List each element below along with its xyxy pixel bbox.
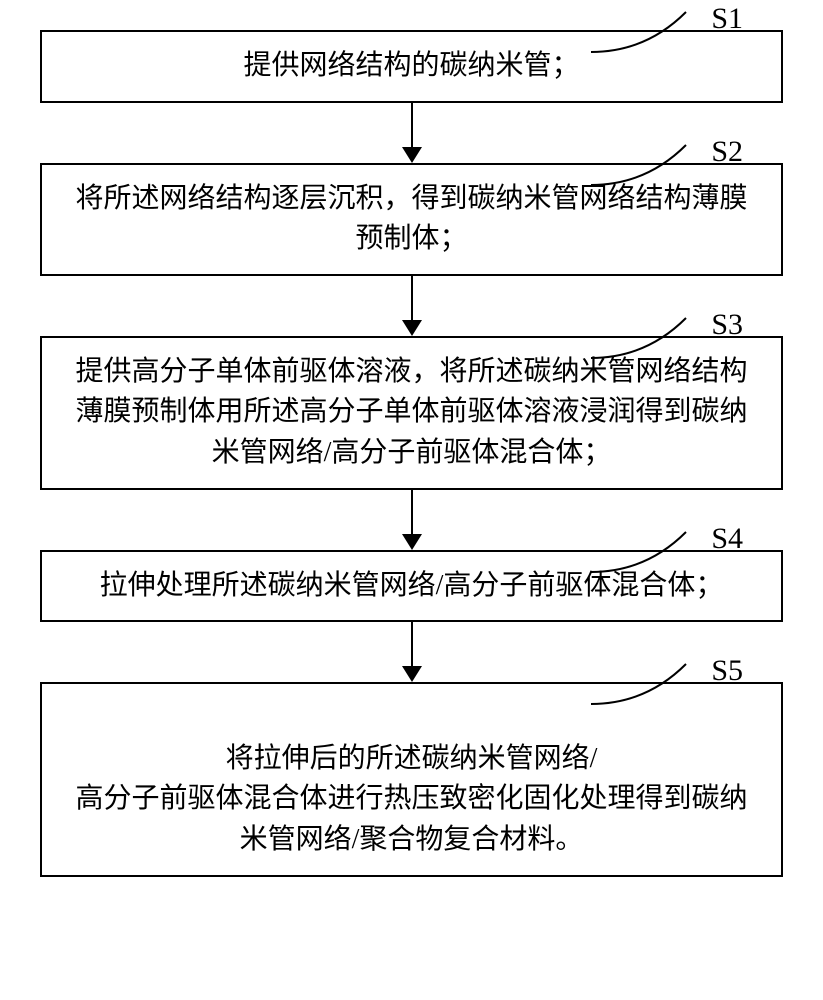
label-connector-s3: [591, 314, 711, 364]
label-connector-s4: [591, 528, 711, 578]
step-label-text: S5: [711, 654, 743, 687]
arrow-head: [402, 666, 422, 682]
arrow-2-3: [402, 276, 422, 336]
step-text: 将所述网络结构逐层沉积，得到碳纳米管网络结构薄膜预制体；: [75, 183, 747, 255]
step-label-s1: S1: [711, 2, 743, 36]
step-s3: S3 提供高分子单体前驱体溶液，将所述碳纳米管网络结构薄膜预制体用所述高分子单体…: [40, 336, 783, 490]
flowchart-container: S1 提供网络结构的碳纳米管； S2 将所述网络结构逐层沉积，得到碳纳米管网络结…: [40, 30, 783, 877]
step-label-s2: S2: [711, 135, 743, 169]
step-text: 提供网络结构的碳纳米管；: [243, 50, 579, 81]
arrow-line: [411, 622, 413, 666]
step-s4: S4 拉伸处理所述碳纳米管网络/高分子前驱体混合体；: [40, 550, 783, 623]
arrow-4-5: [402, 622, 422, 682]
arrow-line: [411, 276, 413, 320]
step-label-text: S3: [711, 308, 743, 341]
step-label-s4: S4: [711, 522, 743, 556]
step-text: 将拉伸后的所述碳纳米管网络/ 高分子前驱体混合体进行热压致密化固化处理得到碳纳米…: [75, 743, 747, 855]
step-label-text: S1: [711, 2, 743, 35]
label-connector-s2: [591, 141, 711, 191]
step-label-s3: S3: [711, 308, 743, 342]
arrow-line: [411, 103, 413, 147]
step-text: 提供高分子单体前驱体溶液，将所述碳纳米管网络结构薄膜预制体用所述高分子单体前驱体…: [75, 356, 747, 468]
arrow-head: [402, 534, 422, 550]
step-label-text: S2: [711, 135, 743, 168]
step-label-text: S4: [711, 522, 743, 555]
arrow-head: [402, 147, 422, 163]
step-box: 将拉伸后的所述碳纳米管网络/ 高分子前驱体混合体进行热压致密化固化处理得到碳纳米…: [40, 682, 783, 876]
arrow-3-4: [402, 490, 422, 550]
step-s2: S2 将所述网络结构逐层沉积，得到碳纳米管网络结构薄膜预制体；: [40, 163, 783, 276]
arrow-line: [411, 490, 413, 534]
step-label-s5: S5: [711, 654, 743, 688]
step-s1: S1 提供网络结构的碳纳米管；: [40, 30, 783, 103]
arrow-1-2: [402, 103, 422, 163]
step-s5: S5 将拉伸后的所述碳纳米管网络/ 高分子前驱体混合体进行热压致密化固化处理得到…: [40, 682, 783, 876]
label-connector-s5: [591, 660, 711, 710]
label-connector-s1: [591, 8, 711, 58]
arrow-head: [402, 320, 422, 336]
